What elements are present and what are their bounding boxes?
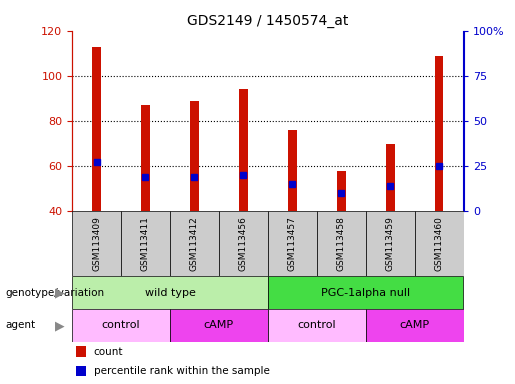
Bar [170, 309, 268, 342]
Text: GSM113411: GSM113411 [141, 217, 150, 271]
Text: percentile rank within the sample: percentile rank within the sample [94, 366, 269, 376]
Bar [268, 276, 464, 309]
Text: PGC-1alpha null: PGC-1alpha null [321, 288, 410, 298]
Bar [141, 105, 150, 211]
Text: GSM113456: GSM113456 [239, 217, 248, 271]
Text: agent: agent [5, 320, 35, 331]
Bar [170, 211, 219, 276]
Text: control: control [102, 320, 140, 331]
Text: control: control [298, 320, 336, 331]
Text: GSM113458: GSM113458 [337, 217, 346, 271]
Text: GSM113409: GSM113409 [92, 217, 101, 271]
Bar [76, 366, 86, 376]
Bar [386, 144, 394, 211]
Text: ▶: ▶ [55, 286, 64, 299]
Bar [435, 56, 443, 211]
Text: cAMP: cAMP [204, 320, 234, 331]
Bar [72, 309, 170, 342]
Bar [337, 170, 346, 211]
Title: GDS2149 / 1450574_at: GDS2149 / 1450574_at [187, 14, 349, 28]
Bar [317, 211, 366, 276]
Text: cAMP: cAMP [400, 320, 430, 331]
Text: GSM113460: GSM113460 [435, 217, 443, 271]
Bar [288, 130, 297, 211]
Text: wild type: wild type [145, 288, 195, 298]
Bar [415, 211, 464, 276]
Bar [190, 101, 199, 211]
Bar [239, 89, 248, 211]
Bar [72, 276, 268, 309]
Bar [76, 346, 86, 357]
Text: genotype/variation: genotype/variation [5, 288, 104, 298]
Bar [121, 211, 170, 276]
Bar [219, 211, 268, 276]
Bar [268, 309, 366, 342]
Bar [268, 211, 317, 276]
Text: GSM113457: GSM113457 [288, 217, 297, 271]
Text: count: count [94, 347, 123, 357]
Text: ▶: ▶ [55, 319, 64, 332]
Bar [92, 46, 101, 211]
Text: GSM113412: GSM113412 [190, 217, 199, 271]
Bar [72, 211, 121, 276]
Bar [366, 211, 415, 276]
Text: GSM113459: GSM113459 [386, 217, 394, 271]
Bar [366, 309, 464, 342]
